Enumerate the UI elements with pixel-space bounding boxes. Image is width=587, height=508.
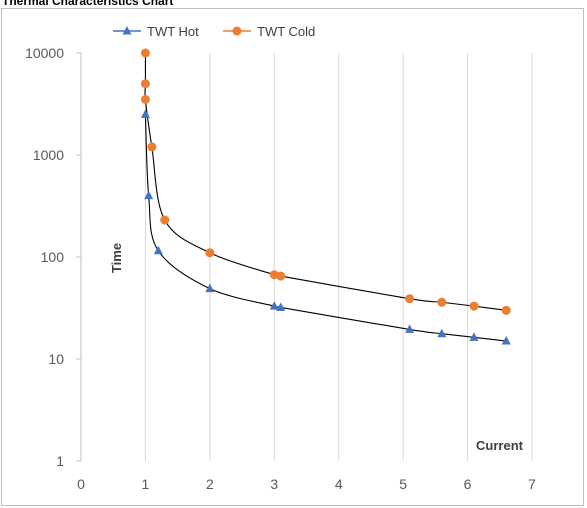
y-tick-label: 10000: [25, 45, 64, 61]
axes: [76, 52, 82, 462]
twt-cold-point: [160, 215, 170, 225]
y-tick-label: 10: [48, 351, 64, 367]
chart-title: Thermal Characteristics Chart: [2, 0, 174, 8]
twt-hot-point: [140, 109, 150, 118]
y-tick-label: 1000: [33, 147, 64, 163]
y-tick-label: 100: [41, 249, 65, 265]
y-tick-labels: 1 10 100 1000 10000: [25, 45, 64, 469]
x-tick-label: 3: [270, 476, 278, 492]
twt-cold-point: [276, 271, 286, 281]
chart-frame: [1, 8, 584, 506]
gridlines: [144, 53, 533, 461]
x-tick-label: 4: [335, 476, 343, 492]
twt-cold-point: [405, 294, 415, 304]
twt-hot-point: [405, 324, 415, 333]
twt-hot-point: [269, 301, 279, 310]
twt-cold-point: [437, 297, 447, 307]
twt-cold-point: [140, 48, 150, 58]
twt-hot-point: [501, 336, 511, 345]
x-tick-label: 0: [77, 476, 85, 492]
twt-hot-curve: [144, 114, 507, 342]
twt-cold-point: [501, 305, 511, 315]
x-tick-label: 5: [399, 476, 407, 492]
twt-hot-point: [205, 283, 215, 293]
x-tick-labels: 0 1 2 3 4 5 6 7: [77, 476, 536, 492]
twt-cold-point: [469, 301, 479, 311]
series-points: [140, 48, 511, 345]
twt-hot-point: [469, 332, 479, 341]
legend-marker-twt-hot: [122, 26, 132, 35]
twt-cold-point: [205, 248, 215, 258]
y-tick-label: 1: [56, 453, 64, 469]
legend-label-twt-hot: TWT Hot: [147, 24, 199, 39]
twt-hot-point: [437, 328, 447, 338]
legend-item-twt-cold: TWT Cold: [223, 24, 315, 39]
twt-hot-point: [144, 190, 154, 200]
twt-hot-point: [153, 245, 163, 255]
series-curves: [144, 52, 507, 342]
x-axis-title: Current: [476, 438, 524, 453]
x-tick-label: 6: [464, 476, 472, 492]
legend-label-twt-cold: TWT Cold: [257, 24, 315, 39]
legend: TWT Hot TWT Cold: [113, 24, 315, 39]
x-tick-label: 7: [528, 476, 536, 492]
twt-cold-point: [140, 79, 150, 89]
legend-item-twt-hot: TWT Hot: [113, 24, 199, 39]
twt-hot-point: [276, 302, 286, 311]
legend-marker-twt-cold: [232, 26, 242, 36]
y-axis-title: Time: [109, 243, 124, 273]
x-tick-label: 2: [206, 476, 214, 492]
twt-cold-point: [147, 142, 157, 152]
twt-cold-point: [140, 95, 150, 105]
x-tick-label: 1: [142, 476, 150, 492]
twt-cold-curve: [144, 52, 507, 311]
